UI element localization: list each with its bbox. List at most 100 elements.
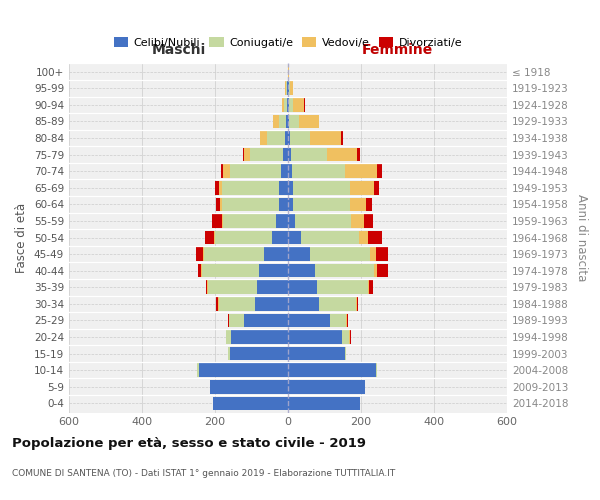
Bar [292, 164, 344, 178]
Bar [222, 214, 223, 228]
Bar [288, 330, 342, 344]
Bar [223, 214, 277, 228]
Bar [260, 131, 267, 145]
Bar [368, 280, 370, 294]
Bar [356, 148, 359, 162]
Text: Maschi: Maschi [151, 42, 206, 56]
Bar [350, 198, 367, 211]
Bar [356, 297, 358, 310]
Bar [279, 198, 288, 211]
Bar [290, 131, 310, 145]
Bar [205, 230, 214, 244]
Bar [213, 396, 288, 410]
Bar [370, 280, 373, 294]
Bar [374, 181, 379, 194]
Bar [351, 214, 364, 228]
Bar [288, 280, 317, 294]
Bar [290, 82, 293, 95]
Bar [293, 98, 304, 112]
Bar [285, 131, 288, 145]
Bar [218, 297, 255, 310]
Bar [230, 164, 281, 178]
Bar [293, 181, 350, 194]
Bar [288, 114, 289, 128]
Bar [288, 347, 344, 360]
Bar [221, 164, 223, 178]
Bar [288, 364, 376, 377]
Bar [259, 264, 288, 278]
Bar [222, 181, 279, 194]
Bar [376, 364, 377, 377]
Bar [202, 264, 259, 278]
Bar [288, 230, 301, 244]
Bar [288, 396, 360, 410]
Bar [293, 198, 350, 211]
Bar [374, 264, 377, 278]
Bar [328, 148, 356, 162]
Y-axis label: Fasce di età: Fasce di età [16, 202, 28, 272]
Bar [288, 181, 293, 194]
Bar [368, 230, 382, 244]
Text: COMUNE DI SANTENA (TO) - Dati ISTAT 1° gennaio 2019 - Elaborazione TUTTITALIA.IT: COMUNE DI SANTENA (TO) - Dati ISTAT 1° g… [12, 468, 395, 477]
Bar [226, 330, 232, 344]
Bar [350, 330, 351, 344]
Bar [212, 214, 223, 228]
Bar [310, 248, 370, 261]
Bar [209, 380, 288, 394]
Legend: Celibi/Nubili, Coniugati/e, Vedovi/e, Divorziati/e: Celibi/Nubili, Coniugati/e, Vedovi/e, Di… [109, 33, 467, 52]
Bar [215, 181, 218, 194]
Bar [288, 98, 289, 112]
Bar [350, 181, 374, 194]
Bar [274, 114, 279, 128]
Bar [364, 214, 373, 228]
Bar [310, 131, 341, 145]
Bar [218, 181, 223, 194]
Bar [359, 230, 368, 244]
Bar [376, 248, 388, 261]
Bar [316, 264, 374, 278]
Bar [317, 280, 368, 294]
Text: Popolazione per età, sesso e stato civile - 2019: Popolazione per età, sesso e stato civil… [12, 437, 366, 450]
Bar [267, 131, 285, 145]
Bar [279, 114, 286, 128]
Bar [346, 314, 347, 327]
Bar [288, 314, 330, 327]
Bar [284, 98, 287, 112]
Bar [281, 164, 288, 178]
Bar [289, 98, 293, 112]
Bar [272, 230, 288, 244]
Bar [367, 198, 372, 211]
Text: Femmine: Femmine [362, 42, 433, 56]
Bar [377, 264, 388, 278]
Bar [279, 181, 288, 194]
Bar [330, 314, 346, 327]
Bar [304, 98, 305, 112]
Bar [288, 264, 316, 278]
Bar [288, 131, 290, 145]
Bar [287, 82, 288, 95]
Bar [228, 347, 230, 360]
Bar [342, 330, 349, 344]
Bar [288, 82, 289, 95]
Bar [286, 114, 288, 128]
Bar [288, 248, 310, 261]
Bar [283, 148, 288, 162]
Bar [341, 131, 343, 145]
Bar [288, 164, 292, 178]
Bar [199, 364, 288, 377]
Bar [289, 114, 299, 128]
Bar [288, 380, 365, 394]
Bar [215, 230, 272, 244]
Bar [347, 314, 348, 327]
Bar [244, 148, 250, 162]
Bar [223, 164, 230, 178]
Bar [222, 198, 279, 211]
Bar [287, 98, 288, 112]
Bar [204, 248, 264, 261]
Bar [228, 314, 229, 327]
Bar [217, 297, 218, 310]
Bar [230, 347, 288, 360]
Bar [289, 82, 290, 95]
Bar [255, 297, 288, 310]
Bar [349, 330, 350, 344]
